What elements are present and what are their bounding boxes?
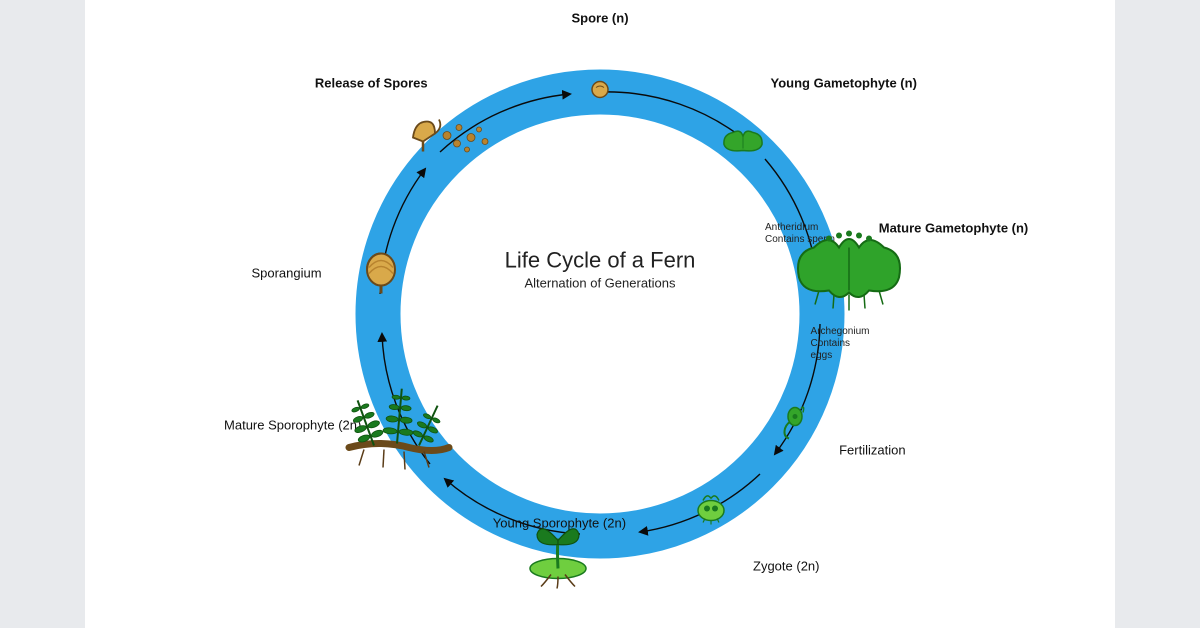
title-text: Life Cycle of a Fern (505, 248, 696, 274)
young-sporophyte-icon (523, 510, 593, 595)
mature-gametophyte-icon (789, 223, 909, 318)
diagram-canvas: Life Cycle of a Fern Alternation of Gene… (85, 0, 1115, 628)
subtitle-text: Alternation of Generations (505, 276, 696, 291)
sporangium-icon (359, 248, 403, 303)
young-gametophyte-icon (719, 126, 767, 161)
mature-sporophyte-icon (339, 378, 459, 483)
zygote-icon (691, 484, 731, 529)
sublabel-1: ArchegoniumContains eggs (811, 326, 870, 362)
stage-label-young-gametophyte: Young Gametophyte (n) (771, 75, 917, 90)
spore-icon (589, 78, 611, 105)
diagram-title: Life Cycle of a Fern Alternation of Gene… (505, 248, 696, 291)
release-spores-icon (409, 107, 499, 172)
stage-label-release-spores: Release of Spores (315, 75, 428, 90)
stage-label-sporangium: Sporangium (251, 266, 321, 281)
stage-label-zygote: Zygote (2n) (753, 559, 819, 574)
cycle-diagram: Life Cycle of a Fern Alternation of Gene… (320, 34, 880, 594)
fertilization-icon (775, 401, 811, 450)
stage-label-spore: Spore (n) (571, 10, 628, 25)
stage-label-fertilization: Fertilization (839, 443, 905, 458)
